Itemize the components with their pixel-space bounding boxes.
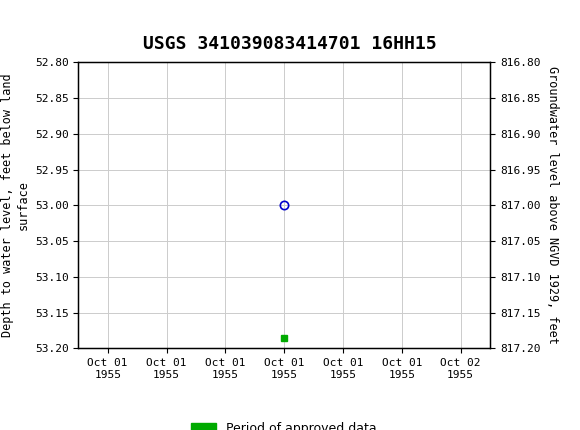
Text: ≡USGS: ≡USGS (12, 13, 70, 32)
Y-axis label: Depth to water level, feet below land
surface: Depth to water level, feet below land su… (1, 74, 29, 337)
Text: USGS 341039083414701 16HH15: USGS 341039083414701 16HH15 (143, 35, 437, 53)
Legend: Period of approved data: Period of approved data (186, 418, 382, 430)
Y-axis label: Groundwater level above NGVD 1929, feet: Groundwater level above NGVD 1929, feet (546, 66, 559, 344)
